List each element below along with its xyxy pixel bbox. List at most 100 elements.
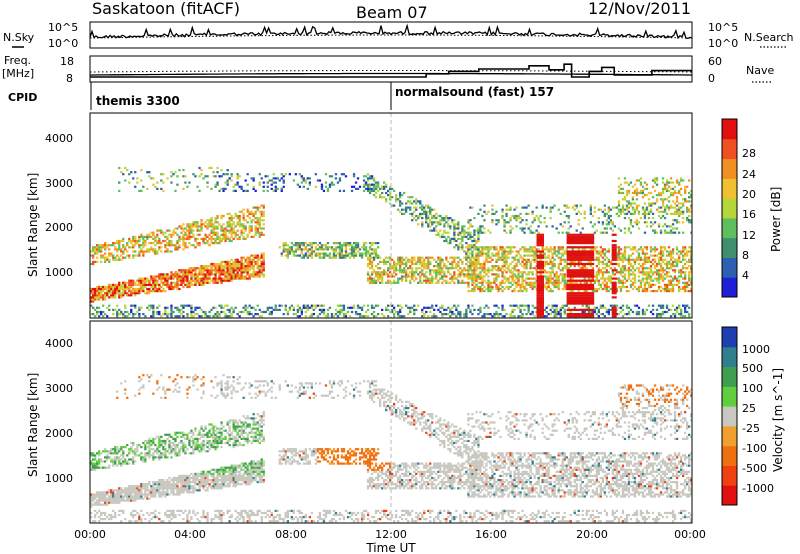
power-cell [178, 273, 181, 276]
power-cell [168, 244, 171, 247]
power-cell [258, 273, 261, 276]
power-cell [481, 225, 484, 228]
power-cell [306, 248, 309, 251]
power-cell [368, 248, 372, 251]
power-cell [298, 306, 301, 309]
power-cell [627, 202, 631, 205]
power-cell [597, 260, 600, 263]
power-cell [136, 254, 139, 257]
power-cell [615, 256, 618, 259]
power-cell [246, 262, 249, 266]
power-cell [214, 219, 217, 222]
power-cell [112, 283, 115, 286]
power-cell [152, 242, 155, 245]
power-cell [613, 206, 616, 209]
power-cell [352, 254, 356, 257]
power-cell [206, 181, 209, 184]
power-cell [198, 166, 201, 170]
power-cell [579, 231, 582, 234]
power-cell [449, 242, 452, 245]
power-cell [246, 258, 249, 261]
power-cell [517, 281, 520, 284]
power-cell [519, 310, 522, 314]
power-cell [182, 271, 185, 274]
power-cell [114, 294, 117, 297]
power-cell [421, 262, 424, 266]
power-cell [216, 279, 219, 282]
power-cell [605, 265, 608, 268]
power-cell [138, 306, 141, 309]
power-cell [449, 277, 452, 280]
power-cell [467, 269, 470, 272]
power-cell [505, 250, 508, 253]
power-cell [252, 271, 255, 274]
power-cell [409, 279, 412, 282]
power-cell [481, 315, 484, 318]
power-cell [680, 269, 683, 272]
power-cell [196, 281, 199, 284]
power-cell [202, 310, 205, 314]
power-cell [184, 244, 187, 247]
power-cell [423, 279, 426, 282]
power-cell [140, 244, 143, 247]
power-cell [647, 285, 651, 289]
power-cell [603, 267, 606, 270]
power-cell [573, 204, 576, 207]
power-cell [495, 223, 498, 226]
power-cell [505, 221, 508, 224]
power-cell [637, 204, 641, 207]
power-cell [106, 244, 109, 247]
power-cell [495, 283, 498, 286]
power-cell [242, 237, 245, 240]
power-cell [441, 260, 444, 263]
power-cell [635, 221, 639, 224]
power-cell [120, 310, 123, 314]
power-cell [523, 206, 526, 209]
power-cell [208, 277, 211, 280]
power-cell [304, 248, 307, 251]
power-cell [680, 287, 683, 291]
power-cell [370, 252, 374, 255]
power-cell [218, 235, 221, 238]
power-cell [401, 275, 404, 278]
power-cell [415, 262, 418, 266]
power-cell [222, 265, 225, 268]
power-cell [134, 235, 137, 238]
power-cell [256, 206, 259, 209]
power-cell [429, 269, 432, 272]
power-cell [684, 258, 687, 261]
power-cell [304, 181, 307, 184]
power-cell [385, 191, 388, 195]
power-cell [320, 246, 324, 249]
power-cell [483, 275, 486, 278]
power-cell [216, 235, 219, 238]
power-cell [431, 217, 434, 220]
power-cell [678, 260, 681, 263]
power-cell [104, 252, 107, 255]
power-cell [435, 275, 438, 278]
power-cell [238, 315, 241, 318]
power-cell [680, 310, 683, 314]
power-cell [641, 269, 645, 272]
power-cell [226, 223, 229, 226]
power-cell [519, 271, 522, 274]
power-cell [220, 281, 223, 284]
power-cell [473, 256, 476, 259]
power-cell [178, 225, 181, 228]
power-cell [370, 260, 374, 263]
power-cell [395, 310, 398, 314]
power-cell [627, 200, 631, 203]
power-cell [240, 269, 243, 272]
power-cell [657, 258, 661, 261]
power-cell [399, 200, 402, 203]
power-cell [264, 310, 267, 314]
power-cell [521, 285, 524, 289]
power-cell [134, 171, 137, 174]
power-cell [366, 177, 370, 180]
power-cell [525, 254, 528, 257]
power-cell [489, 246, 492, 249]
power-cell [174, 244, 177, 247]
power-cell [262, 214, 265, 218]
power-cell [509, 219, 512, 222]
power-cell [196, 233, 199, 236]
